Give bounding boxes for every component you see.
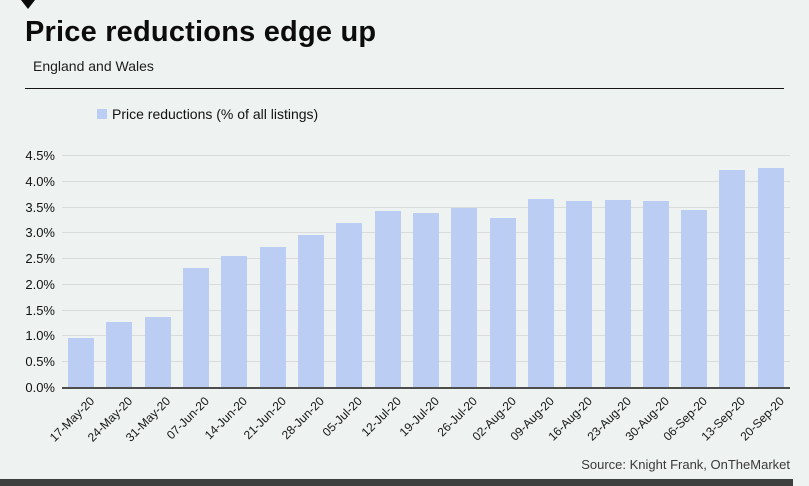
- x-tick-label: 05-Jul-20: [319, 394, 366, 440]
- bar-06-Sep-20: [681, 210, 708, 388]
- bar-30-Aug-20: [642, 200, 669, 388]
- bar-14-Jun-20: [221, 256, 248, 388]
- plot-area: [62, 155, 790, 389]
- legend-swatch-icon: [97, 109, 107, 119]
- bar-12-Jul-20: [374, 211, 401, 388]
- bar-17-May-20: [68, 338, 95, 388]
- bar-28-Jun-20: [298, 234, 325, 388]
- bar-20-Sep-20: [757, 167, 784, 388]
- bar-07-Jun-20: [183, 267, 210, 388]
- flag-triangle-icon: [21, 0, 35, 9]
- gridline: [62, 155, 790, 156]
- x-tick-label: 19-Jul-20: [396, 394, 442, 440]
- y-tick-label: 1.5%: [25, 302, 55, 318]
- chart-title: Price reductions edge up: [25, 16, 377, 48]
- gridline: [62, 180, 790, 182]
- bar-13-Sep-20: [719, 169, 746, 388]
- bar-24-May-20: [106, 322, 133, 388]
- bar-21-Jun-20: [259, 246, 286, 388]
- y-tick-label: 3.5%: [25, 199, 55, 215]
- y-tick-label: 4.0%: [25, 173, 55, 189]
- y-tick-label: 0.0%: [25, 380, 55, 395]
- bar-26-Jul-20: [451, 207, 478, 388]
- bar-23-Aug-20: [604, 200, 631, 388]
- bar-19-Jul-20: [412, 212, 439, 388]
- chart-subtitle: England and Wales: [33, 58, 154, 74]
- title-divider: [25, 88, 784, 89]
- bar-05-Jul-20: [336, 223, 363, 388]
- y-tick-label: 2.5%: [25, 251, 55, 267]
- bar-09-Aug-20: [527, 198, 554, 388]
- x-tick-label: 12-Jul-20: [358, 394, 404, 440]
- footer-bar: [0, 479, 793, 486]
- y-tick-label: 1.0%: [25, 328, 55, 344]
- y-tick-label: 2.0%: [25, 276, 55, 292]
- bar-16-Aug-20: [566, 201, 593, 388]
- bar-02-Aug-20: [489, 217, 516, 388]
- y-tick-label: 4.5%: [25, 148, 55, 163]
- x-axis-line: [62, 387, 790, 389]
- bar-series: [62, 156, 790, 388]
- y-tick-label: 0.5%: [25, 354, 55, 370]
- legend: Price reductions (% of all listings): [97, 106, 318, 122]
- legend-label: Price reductions (% of all listings): [112, 106, 319, 122]
- y-tick-label: 3.0%: [25, 225, 55, 241]
- gridline: [62, 206, 790, 208]
- bar-31-May-20: [144, 317, 171, 388]
- source-note: Source: Knight Frank, OnTheMarket: [581, 457, 790, 472]
